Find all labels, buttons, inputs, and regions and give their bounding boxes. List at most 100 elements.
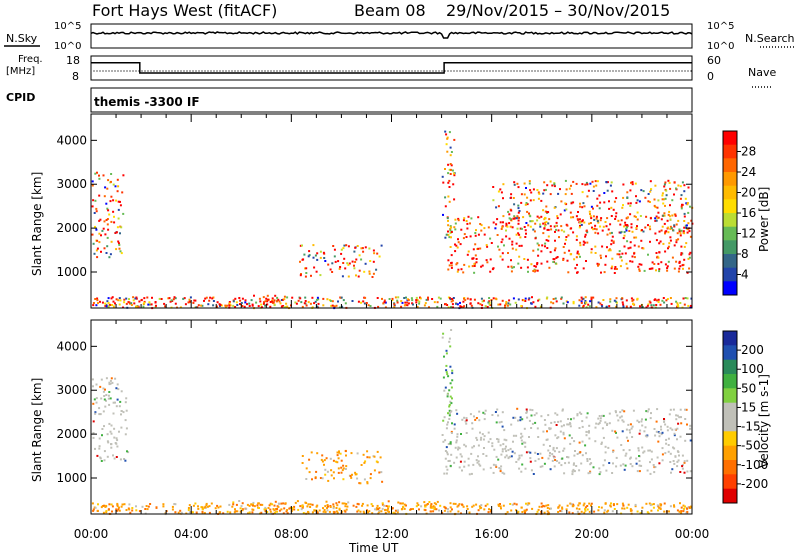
power-pixel bbox=[557, 192, 560, 195]
velocity-pixel bbox=[470, 452, 473, 455]
velocity-pixel bbox=[103, 459, 106, 462]
velocity-pixel bbox=[678, 510, 681, 513]
velocity-pixel bbox=[510, 509, 513, 512]
velocity-pixel bbox=[125, 397, 128, 400]
power-pixel bbox=[527, 298, 530, 301]
velocity-pixel bbox=[588, 430, 590, 433]
power-pixel bbox=[446, 217, 449, 220]
power-pixel bbox=[445, 233, 448, 236]
power-pixel bbox=[368, 270, 371, 273]
power-pixel bbox=[528, 212, 530, 215]
velocity-pixel bbox=[273, 509, 276, 512]
velocity-pixel bbox=[589, 463, 592, 466]
velocity-pixel bbox=[366, 509, 368, 512]
velocity-pixel bbox=[572, 468, 575, 471]
velocity-pixel bbox=[248, 511, 251, 514]
velocity-pixel bbox=[324, 468, 327, 471]
power-pixel bbox=[507, 210, 510, 213]
power-pixel bbox=[494, 227, 497, 230]
power-pixel bbox=[605, 225, 608, 228]
velocity-pixel bbox=[336, 511, 339, 514]
colorbar-tick-label: 20 bbox=[741, 186, 756, 200]
power-pixel bbox=[526, 258, 529, 261]
velocity-pixel bbox=[509, 447, 512, 450]
velocity-pixel bbox=[194, 502, 197, 505]
velocity-pixel bbox=[683, 460, 686, 463]
power-pixel bbox=[255, 301, 258, 304]
velocity-pixel bbox=[679, 471, 682, 473]
velocity-pixel bbox=[451, 379, 454, 382]
power-pixel bbox=[457, 241, 460, 244]
velocity-pixel bbox=[113, 457, 116, 460]
velocity-pixel bbox=[264, 510, 267, 513]
velocity-pixel bbox=[443, 416, 446, 419]
velocity-pixel bbox=[482, 453, 485, 455]
power-pixel bbox=[508, 237, 511, 240]
velocity-pixel bbox=[690, 505, 692, 508]
power-pixel bbox=[667, 231, 670, 234]
power-pixel bbox=[562, 257, 565, 260]
power-pixel bbox=[543, 189, 546, 192]
velocity-pixel bbox=[118, 405, 121, 408]
power-pixel bbox=[679, 234, 682, 237]
power-pixel bbox=[605, 306, 608, 309]
power-pixel bbox=[182, 297, 185, 300]
power-pixel bbox=[363, 302, 366, 305]
colorbar-segment bbox=[723, 488, 737, 504]
velocity-pixel bbox=[475, 436, 478, 439]
power-pixel bbox=[455, 302, 457, 305]
power-pixel bbox=[576, 271, 579, 274]
power-pixel bbox=[148, 301, 151, 304]
velocity-pixel bbox=[676, 427, 679, 430]
power-pixel bbox=[564, 242, 566, 245]
power-pixel bbox=[174, 297, 177, 300]
velocity-pixel bbox=[450, 402, 453, 405]
power-pixel bbox=[666, 298, 669, 300]
velocity-pixel bbox=[424, 505, 427, 508]
velocity-pixel bbox=[543, 462, 546, 465]
velocity-pixel bbox=[363, 478, 366, 481]
power-pixel bbox=[538, 298, 541, 301]
power-pixel bbox=[684, 297, 687, 299]
power-pixel bbox=[667, 245, 670, 248]
velocity-pixel bbox=[570, 418, 572, 421]
velocity-pixel bbox=[116, 398, 119, 401]
velocity-pixel bbox=[104, 405, 107, 408]
velocity-pixel bbox=[145, 505, 148, 507]
power-pixel bbox=[464, 299, 467, 302]
velocity-pixel bbox=[681, 465, 684, 468]
velocity-pixel bbox=[308, 458, 311, 461]
velocity-pixel bbox=[646, 511, 649, 514]
velocity-pixel bbox=[686, 459, 689, 462]
power-pixel bbox=[613, 299, 616, 302]
velocity-pixel bbox=[371, 512, 374, 515]
velocity-pixel bbox=[587, 472, 590, 475]
velocity-pixel bbox=[301, 455, 304, 457]
velocity-pixel bbox=[110, 503, 113, 506]
power-pixel bbox=[457, 268, 460, 271]
power-pixel bbox=[513, 215, 516, 218]
power-pixel bbox=[603, 201, 606, 204]
velocity-pixel bbox=[346, 505, 349, 508]
power-pixel bbox=[584, 300, 587, 302]
power-pixel bbox=[614, 266, 617, 268]
velocity-pixel bbox=[498, 421, 501, 424]
power-pixel bbox=[646, 304, 649, 307]
freq-left-tick-top: 18 bbox=[66, 54, 80, 67]
power-pixel bbox=[568, 187, 571, 190]
power-pixel bbox=[262, 302, 265, 305]
power-pixel bbox=[683, 226, 686, 229]
velocity-pixel bbox=[448, 409, 451, 412]
power-pixel bbox=[112, 305, 115, 308]
power-pixel bbox=[304, 267, 307, 270]
power-pixel bbox=[471, 265, 474, 268]
power-pixel bbox=[466, 253, 469, 256]
velocity-pixel bbox=[380, 471, 383, 474]
power-pixel bbox=[297, 299, 300, 302]
power-pixel bbox=[615, 197, 618, 200]
velocity-pixel bbox=[512, 416, 515, 419]
power-pixel bbox=[442, 181, 445, 184]
velocity-pixel bbox=[619, 464, 622, 467]
